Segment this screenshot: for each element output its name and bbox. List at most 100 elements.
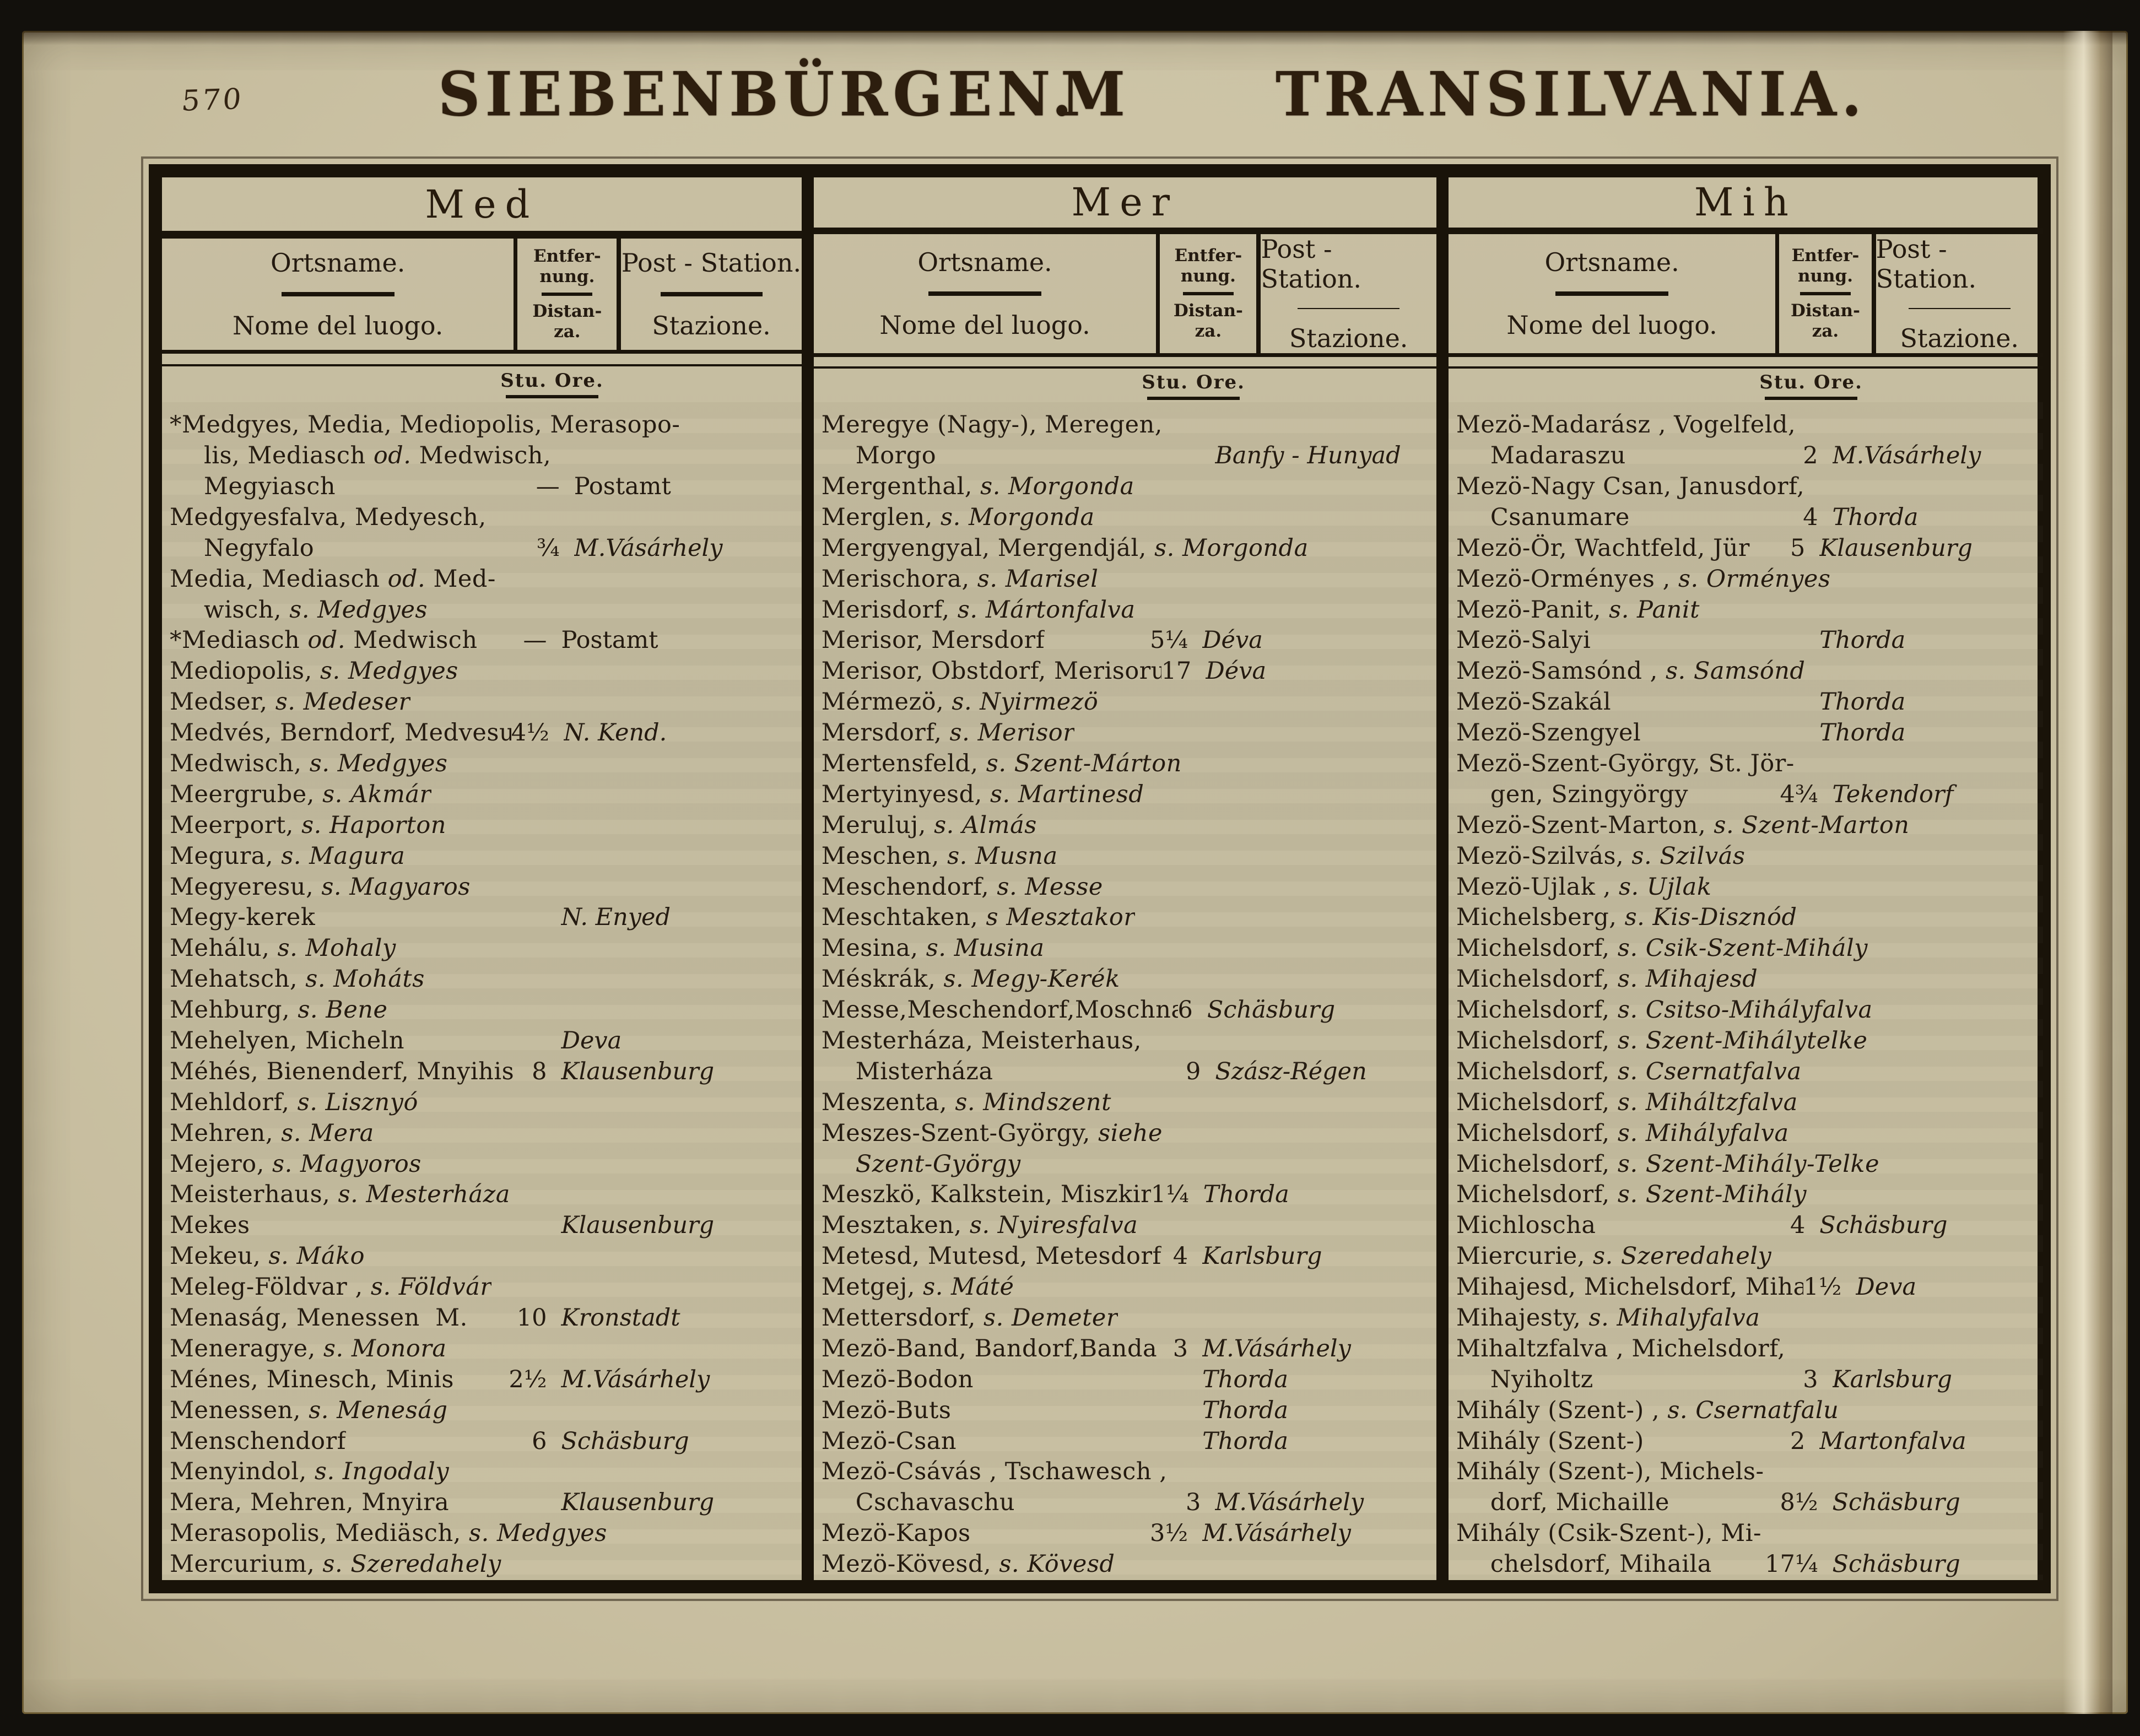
entry-distance: 9 xyxy=(1185,1057,1201,1085)
units-row: Stu. Ore. xyxy=(162,366,802,403)
entry-name-italic: s. Miháltzfalva xyxy=(1617,1088,1798,1116)
entry-name-roman: Michelsberg, xyxy=(1456,904,1625,932)
entry-line: Merisdorf, s. Mártonfalva xyxy=(822,595,1431,626)
entfernung-header-cell: Entfer-nung. Distan-za. xyxy=(1156,234,1261,353)
distanza-label-line1: Distan- xyxy=(1791,300,1860,321)
entry-name-italic: s. Morgonda xyxy=(980,472,1134,500)
entry-name: Mesina, s. Musina xyxy=(822,933,1045,964)
entry-name-roman: Meergrube, xyxy=(170,780,323,808)
entry-line: Meergrube, s. Akmár xyxy=(170,780,796,810)
entry-line: Megyiasch — Postamt xyxy=(170,472,796,502)
entry-distance: 4 xyxy=(1172,1242,1188,1270)
entry-station: Schäsburg xyxy=(561,1427,689,1455)
entry-line: Meszkö, Kalkstein, Miszkir 1¼ Thorda xyxy=(822,1180,1431,1210)
entry-name-italic: s. Orményes xyxy=(1678,565,1831,593)
entry-name: Mezö-Kapos xyxy=(822,1518,971,1549)
entry-line: Mekes Klausenburg xyxy=(170,1210,796,1241)
entry-distance: 3 xyxy=(1185,1489,1201,1517)
entry-name-italic: s. Messe xyxy=(997,873,1103,901)
entry-name: Madaraszu xyxy=(1490,441,1626,472)
stazione-label: Stazione. xyxy=(1289,323,1408,353)
entry-name-roman: Megura, xyxy=(170,842,282,870)
entry-name: Michelsdorf, s. Szent-Mihály-Telke xyxy=(1456,1149,1879,1180)
entry-line: Mertensfeld, s. Szent-Márton xyxy=(822,749,1431,780)
entry-line: Michelsdorf, s. Szent-Mihály-Telke xyxy=(1456,1149,2038,1180)
entry-name: Michelsdorf, s. Csik-Szent-Mihály xyxy=(1456,933,1868,964)
entry-name-italic: s. Almás xyxy=(934,811,1037,839)
entry-name: Megura, s. Magura xyxy=(170,841,405,872)
entry-name-roman: Mihály (Szent-) xyxy=(1456,1427,1644,1455)
entry-line: Menaság, Menessen M. 10 Kronstadt xyxy=(170,1303,796,1334)
entry-name: Nyiholtz xyxy=(1490,1365,1593,1396)
entry-distance: 4¾ xyxy=(1780,780,1818,808)
entry-name: Meszenta, s. Mindszent xyxy=(822,1088,1111,1118)
entry-line: Merischora, s. Marisel xyxy=(822,564,1431,595)
nome-del-luogo-label: Nome del luogo. xyxy=(233,310,444,340)
entry-line: Mehálu, s. Mohaly xyxy=(170,933,796,964)
entry-name-roman: Csanumare xyxy=(1490,503,1630,531)
entry-name-italic: s. Martinesd xyxy=(990,780,1144,808)
entry-station: M.Vásárhely xyxy=(1202,1334,1351,1362)
entry-station: Schäsburg xyxy=(1819,1212,1948,1240)
entry-name: Megy-kerek xyxy=(170,902,315,933)
page-title-german: SIEBENBÜRGEN. xyxy=(438,58,1077,130)
entry-name-italic: s. Medeser xyxy=(275,688,410,716)
entry-line: Mergyengyal, Mergendjál, s. Morgonda xyxy=(822,533,1431,564)
units-underline xyxy=(1765,396,1858,400)
entry-name-roman: gen, Szingyörgy xyxy=(1490,780,1689,808)
entry-line: Szent-György xyxy=(822,1149,1431,1180)
entry-name-roman: Mihaltzfalva , Michelsdorf, xyxy=(1456,1334,1786,1362)
entry-line: Meneragye, s. Monora xyxy=(170,1334,796,1365)
entry-name: Mera, Mehren, Mnyira xyxy=(170,1488,449,1518)
entry-distance: 1¼ xyxy=(1150,1181,1189,1209)
entry-name-roman: Mihály (Csik-Szent-), Mi- xyxy=(1456,1519,1762,1548)
entry-line: Mehldorf, s. Lisznyó xyxy=(170,1088,796,1118)
entry-station: Thorda xyxy=(1819,688,1906,716)
entry-name-italic: s. Morgonda xyxy=(941,503,1095,531)
entry-name-roman: Mehburg, xyxy=(170,996,298,1024)
entry-name: Michelsdorf, s. Mihályfalva xyxy=(1456,1118,1789,1149)
units-inner: Stu. Ore. xyxy=(1142,371,1245,400)
entry-station: M.Vásárhely xyxy=(1832,442,1981,470)
entry-line: Michelsberg, s. Kis-Disznód xyxy=(1456,902,2038,933)
entry-name-roman: Metesd, Mutesd, Metesdorf xyxy=(821,1242,1161,1270)
entry-name-italic: s. Csik-Szent-Mihály xyxy=(1617,934,1868,962)
entry-distance: 1½ xyxy=(1803,1273,1842,1301)
entry-line: Meisterhaus, s. Mesterháza xyxy=(170,1180,796,1210)
entry-distance: 3½ xyxy=(1150,1519,1188,1548)
entry-distance: 2½ xyxy=(509,1365,547,1393)
entry-name: Merischora, s. Marisel xyxy=(822,564,1099,595)
entfernung-underline xyxy=(1799,291,1851,295)
entry-line: Mehren, s. Mera xyxy=(170,1118,796,1149)
entry-name-roman: Mesztaken, xyxy=(821,1212,970,1240)
entry-line: Merglen, s. Morgonda xyxy=(822,502,1431,533)
entry-line: Mettersdorf, s. Demeter xyxy=(822,1303,1431,1334)
entry-name-italic: s. Szent-Mihálytelke xyxy=(1617,1026,1868,1054)
entry-name: Michelsdorf, s. Csernatfalva xyxy=(1456,1057,1802,1088)
entry-name-roman: Michelsdorf, xyxy=(1456,1119,1618,1147)
entry-station: Thorda xyxy=(1202,1365,1289,1393)
entry-name-roman: Medvés, Berndorf, Medvesu xyxy=(170,719,511,747)
entry-name: Merasopolis, Mediäsch, s. Medgyes xyxy=(170,1518,607,1549)
entry-name-roman: Mezö-Kövesd, xyxy=(821,1550,999,1578)
entry-name: Mihály (Csik-Szent-), Mi- xyxy=(1456,1518,1761,1549)
entry-name-italic: s. Szent-Marton xyxy=(1714,811,1910,839)
entry-station: N. Kend. xyxy=(563,719,667,747)
entry-line: Menessen, s. Meneság xyxy=(170,1396,796,1426)
entry-name-roman: Meszenta, xyxy=(821,1088,955,1116)
ortsname-underline xyxy=(281,291,395,296)
entry-distance: 4½ xyxy=(511,719,549,747)
ortsname-header-cell: Ortsname. Nome del luogo. xyxy=(1449,234,1775,353)
entry-name-roman: wisch, xyxy=(204,596,290,624)
entry-line: Michelsdorf, s. Mihajesd xyxy=(1456,964,2038,995)
entry-name-italic: s. Medgyes xyxy=(320,657,458,685)
entry-name-roman: Michelsdorf, xyxy=(1456,1057,1618,1085)
entry-name-italic: s. Moháts xyxy=(305,965,425,993)
units-label: Stu. Ore. xyxy=(500,370,604,392)
column-subheader: Ortsname. Nome del luogo. Entfer-nung. Dist… xyxy=(162,238,802,350)
post-station-underline xyxy=(1298,307,1400,309)
entry-name: Mezö-Samsónd , s. Samsónd xyxy=(1456,656,1806,687)
entry-line: Mesina, s. Musina xyxy=(822,933,1431,964)
entry-name-roman: Nyiholtz xyxy=(1490,1365,1593,1393)
entry-name: Meruluj, s. Almás xyxy=(822,810,1037,841)
